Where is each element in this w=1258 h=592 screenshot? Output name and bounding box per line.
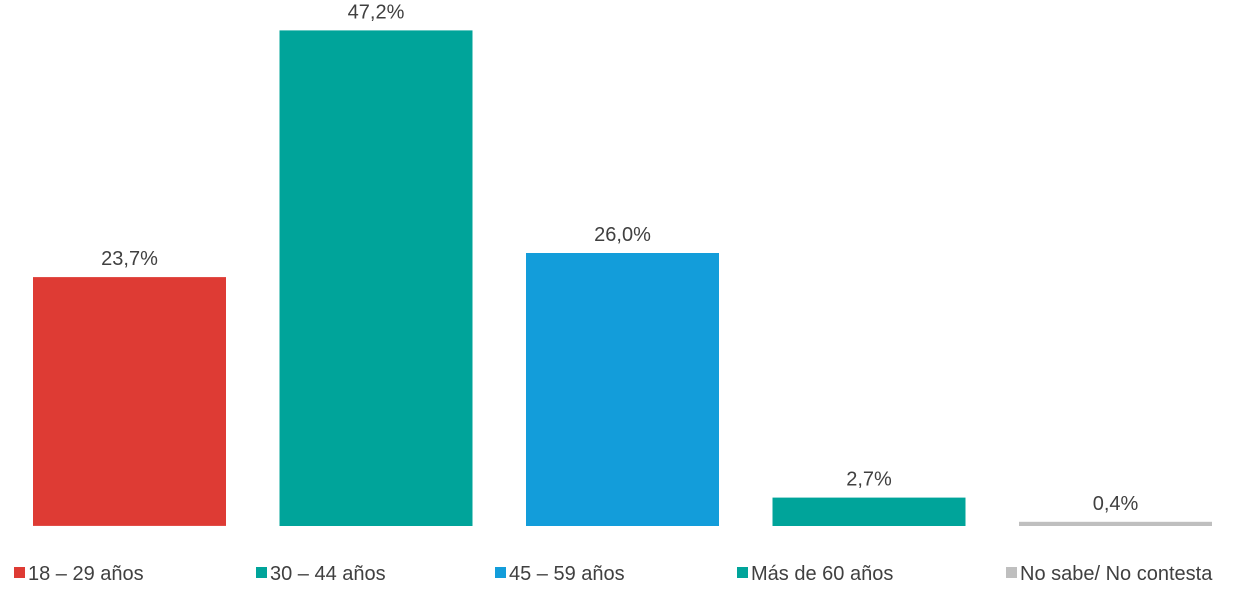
- legend-label-mas-de-60-anos: Más de 60 años: [751, 563, 893, 585]
- value-labels-layer: 23,7% 47,2% 26,0% 2,7% 0,4%: [101, 1, 1138, 514]
- legend: 18 – 29 años 30 – 44 años 45 – 59 años Más …: [14, 563, 1213, 585]
- legend-label-45-59-anos: 45 – 59 años: [509, 563, 625, 585]
- bar-no-sabe-no-contesta: [1019, 521, 1212, 526]
- legend-swatch-mas-de-60-anos: [737, 567, 748, 578]
- legend-label-18-29-anos: 18 – 29 años: [28, 563, 144, 585]
- legend-item-no-sabe-no-contesta: No sabe/ No contesta: [1006, 563, 1213, 585]
- legend-swatch-no-sabe-no-contesta: [1006, 567, 1017, 578]
- value-label-mas-de-60-anos: 2,7%: [846, 469, 892, 491]
- legend-label-no-sabe-no-contesta: No sabe/ No contesta: [1020, 563, 1213, 585]
- value-label-no-sabe-no-contesta: 0,4%: [1093, 493, 1139, 515]
- legend-swatch-45-59-anos: [495, 567, 506, 578]
- legend-item-mas-de-60-anos: Más de 60 años: [737, 563, 893, 585]
- legend-swatch-18-29-anos: [14, 567, 25, 578]
- legend-item-18-29-anos: 18 – 29 años: [14, 563, 144, 585]
- bars-layer: [33, 30, 1212, 527]
- bar-18-29-anos: [33, 277, 226, 526]
- bar-45-59-anos: [526, 253, 719, 526]
- legend-swatch-30-44-anos: [256, 567, 267, 578]
- bar-mas-de-60-anos: [772, 497, 966, 526]
- value-label-45-59-anos: 26,0%: [594, 224, 651, 246]
- value-label-18-29-anos: 23,7%: [101, 248, 158, 270]
- legend-item-45-59-anos: 45 – 59 años: [495, 563, 625, 585]
- value-label-30-44-anos: 47,2%: [348, 1, 405, 23]
- bar-30-44-anos: [279, 30, 473, 527]
- legend-item-30-44-anos: 30 – 44 años: [256, 563, 386, 585]
- legend-label-30-44-anos: 30 – 44 años: [270, 563, 386, 585]
